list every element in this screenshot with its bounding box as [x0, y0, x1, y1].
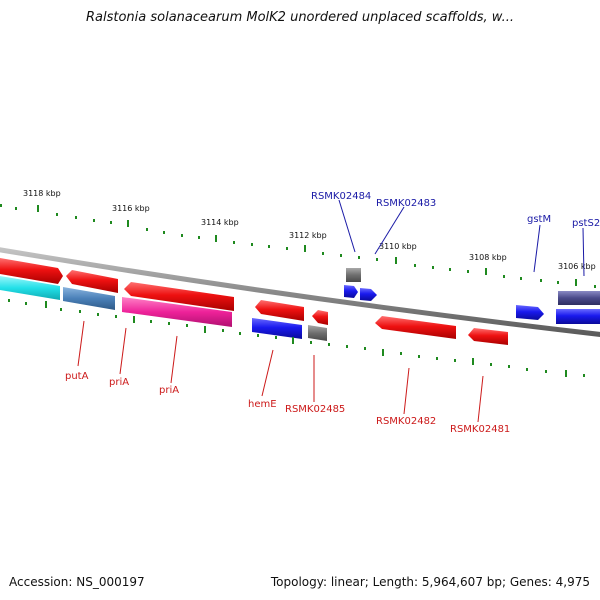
gene-arrow[interactable] — [468, 328, 508, 345]
scale-label: 3108 kbp — [469, 253, 507, 262]
gene-arrow[interactable] — [344, 285, 358, 298]
gene-block[interactable] — [0, 276, 60, 300]
gene-label-pria[interactable]: priA — [109, 377, 129, 388]
gene-block[interactable] — [252, 318, 302, 339]
gene-label-heme[interactable]: hemE — [248, 399, 277, 410]
scale-label: 3112 kbp — [289, 231, 327, 240]
gene-arrow[interactable] — [0, 258, 63, 284]
gene-label-rsmk02481[interactable]: RSMK02481 — [450, 424, 510, 435]
top-leader-lines — [338, 199, 585, 277]
lower-strand-genes — [0, 276, 600, 345]
gene-arrow[interactable] — [312, 310, 328, 325]
gene-block[interactable] — [63, 287, 115, 310]
scale-labels: 3118 kbp 3116 kbp 3114 kbp 3112 kbp 3110… — [23, 189, 596, 271]
gene-block[interactable] — [346, 268, 361, 282]
lower-tick-track — [8, 299, 585, 377]
scale-label: 3118 kbp — [23, 189, 61, 198]
top-gene-labels: RSMK02484 RSMK02483 gstM pstS2 — [311, 191, 600, 229]
gene-label-psts2[interactable]: pstS2 — [572, 218, 600, 229]
sequence-backbone — [0, 247, 600, 337]
gene-block[interactable] — [556, 309, 600, 324]
gene-block[interactable] — [308, 325, 327, 341]
gene-block[interactable] — [122, 297, 232, 327]
gene-arrow[interactable] — [516, 305, 544, 320]
gene-block[interactable] — [558, 291, 600, 305]
accession-text: Accession: NS_000197 — [9, 575, 145, 589]
gene-arrow[interactable] — [66, 270, 118, 293]
scale-label: 3114 kbp — [201, 218, 239, 227]
gene-label-rsmk02484[interactable]: RSMK02484 — [311, 191, 371, 202]
bottom-gene-labels: putA priA priA hemE RSMK02485 RSMK02482 … — [65, 371, 510, 435]
scale-label: 3116 kbp — [112, 204, 150, 213]
bottom-leader-lines — [77, 320, 484, 423]
gene-label-gstm[interactable]: gstM — [527, 214, 551, 225]
gene-label-puta[interactable]: putA — [65, 371, 89, 382]
gene-label-rsmk02483[interactable]: RSMK02483 — [376, 198, 436, 209]
summary-text: Topology: linear; Length: 5,964,607 bp; … — [270, 575, 590, 589]
scale-label: 3110 kbp — [379, 242, 417, 251]
scale-label: 3106 kbp — [558, 262, 596, 271]
gene-label-rsmk02485[interactable]: RSMK02485 — [285, 404, 345, 415]
gene-label-rsmk02482[interactable]: RSMK02482 — [376, 416, 436, 427]
upper-tick-track — [0, 204, 596, 288]
gene-label-pria[interactable]: priA — [159, 385, 179, 396]
gene-arrow[interactable] — [375, 316, 456, 339]
map-title: Ralstonia solanacearum MolK2 unordered u… — [85, 10, 514, 25]
upper-strand-genes — [0, 258, 600, 325]
gene-arrow[interactable] — [360, 288, 377, 301]
gene-arrow[interactable] — [255, 300, 304, 321]
gene-arrow[interactable] — [124, 282, 234, 311]
